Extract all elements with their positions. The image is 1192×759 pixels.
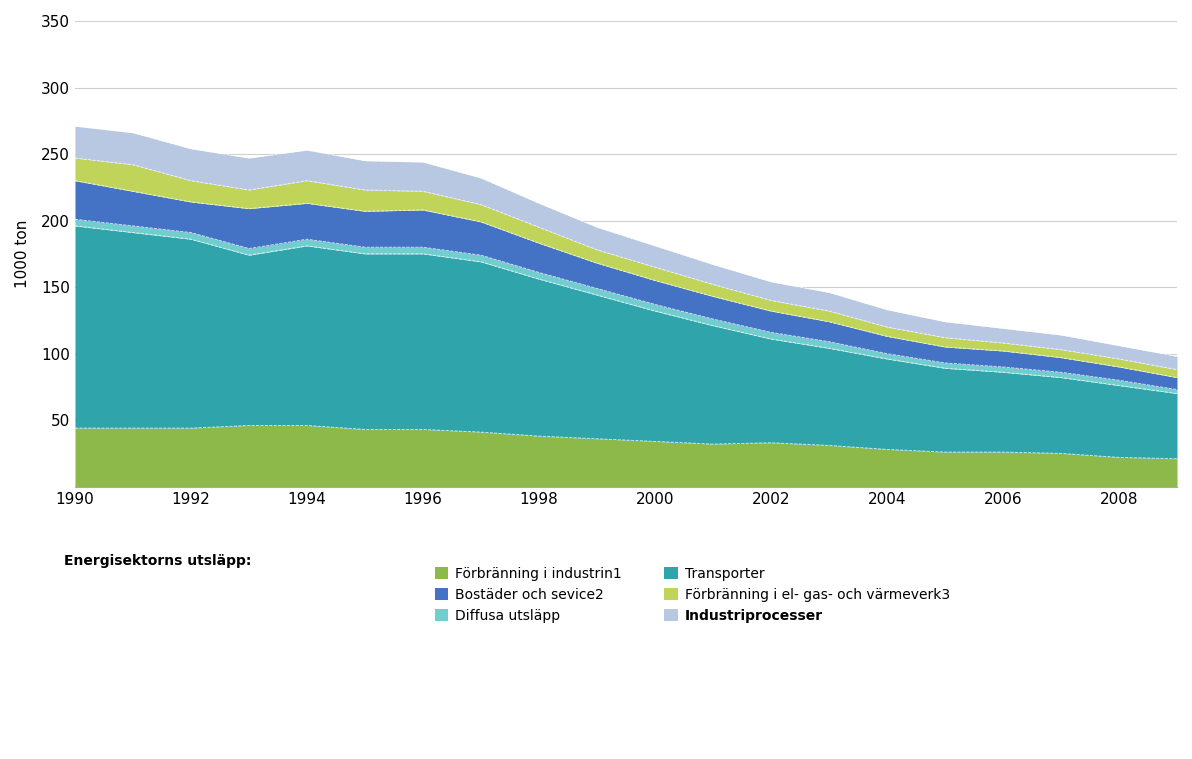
Text: Energisektorns utsläpp:: Energisektorns utsläpp: xyxy=(64,554,252,568)
Legend: Förbränning i industrin1, Bostäder och sevice2, Diffusa utsläpp, Transporter, Fö: Förbränning i industrin1, Bostäder och s… xyxy=(429,561,955,628)
Y-axis label: 1000 ton: 1000 ton xyxy=(15,219,30,288)
